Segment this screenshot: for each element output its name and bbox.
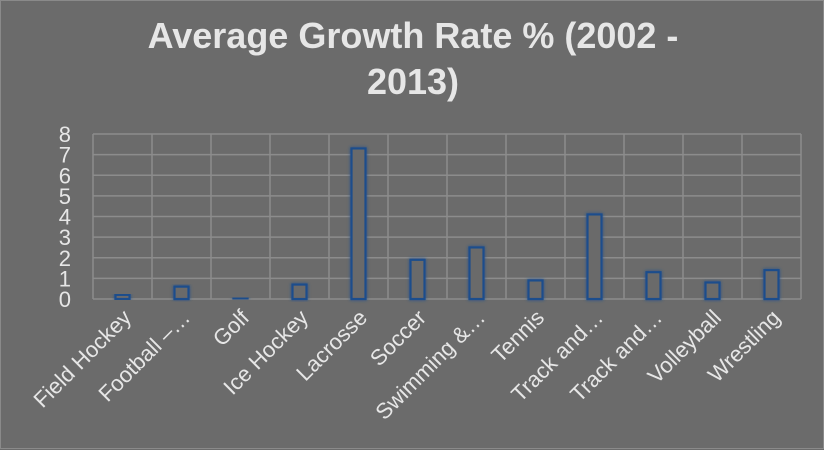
bar [232, 296, 249, 301]
bar [586, 213, 603, 301]
y-tick-label: 2 [59, 246, 71, 271]
gridlines [92, 133, 802, 300]
chart-title-line-1: Average Growth Rate % (2002 - [147, 15, 679, 56]
x-tick-label: Golf [208, 304, 255, 351]
y-tick-label: 0 [59, 287, 71, 312]
y-tick-label: 7 [59, 143, 71, 168]
bar [409, 258, 426, 301]
chart-title: Average Growth Rate % (2002 - 2013) [1, 13, 824, 105]
y-tick-label: 6 [59, 163, 71, 188]
bar [704, 281, 721, 301]
bar [173, 285, 190, 301]
chart-title-line-2: 2013) [366, 61, 460, 102]
y-tick-label: 8 [59, 122, 71, 147]
y-tick-label: 3 [59, 225, 71, 250]
bar [291, 283, 308, 301]
y-tick-label: 1 [59, 266, 71, 291]
bar [763, 269, 780, 301]
y-tick-label: 5 [59, 184, 71, 209]
bar [350, 147, 367, 301]
bar [468, 246, 485, 301]
bars [114, 147, 780, 301]
y-tick-label: 4 [59, 205, 71, 230]
bar [114, 293, 131, 301]
bar [645, 271, 662, 301]
bar [527, 279, 544, 301]
